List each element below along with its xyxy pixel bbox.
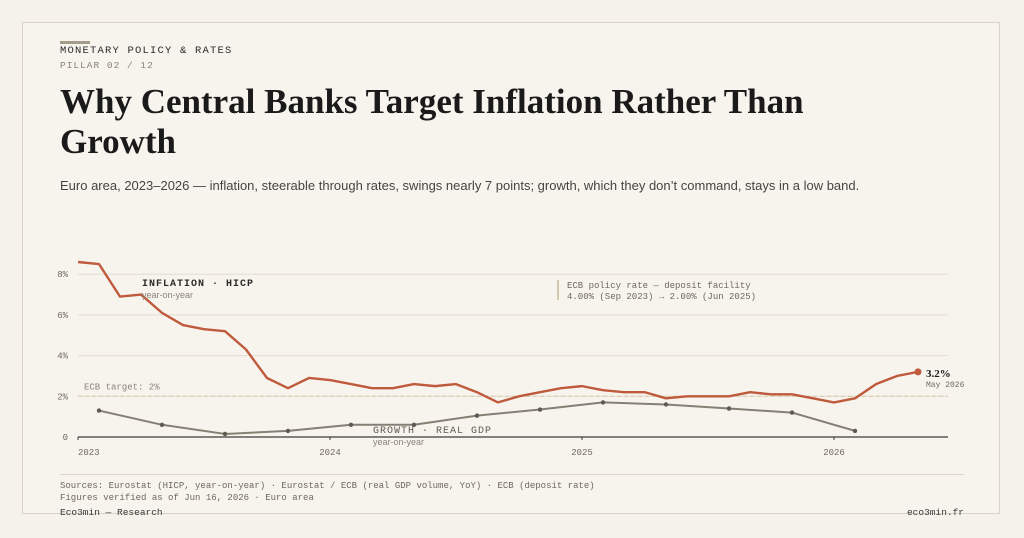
target-label: ECB target: 2% [84, 382, 160, 392]
x-tick-label: 2025 [571, 448, 593, 458]
brand-name: Eco3min — Research [60, 507, 163, 518]
growth-point [411, 422, 417, 427]
growth-point [600, 400, 606, 405]
inflation-series-label: INFLATION · HICP [142, 279, 254, 290]
page-subtitle: Euro area, 2023–2026 — inflation, steera… [60, 178, 860, 193]
y-tick-label: 2% [57, 392, 68, 402]
footer-sources: Sources: Eurostat (HICP, year-on-year) ·… [60, 480, 595, 504]
brand-link[interactable]: eco3min.fr [906, 507, 964, 518]
growth-point [222, 431, 228, 437]
x-tick-label: 2026 [823, 448, 845, 458]
growth-point [789, 410, 795, 415]
kicker: MONETARY POLICY & RATES [60, 45, 233, 57]
growth-point [726, 406, 732, 411]
annotation-line1: ECB policy rate — deposit facility [567, 281, 751, 291]
pillar-label: PILLAR 02 / 12 [60, 60, 154, 71]
inflation-end-value: 3.2% [926, 368, 951, 380]
inflation-series-line [77, 260, 919, 404]
annotation-line2: 4.00% (Sep 2023) → 2.00% (Jun 2025) [567, 292, 756, 302]
y-tick-label: 4% [57, 352, 68, 362]
footer-divider [60, 474, 964, 475]
growth-point [348, 422, 354, 427]
article-card [22, 22, 1000, 514]
inflation-end-date: May 2026 [926, 381, 965, 390]
growth-series-sublabel: year-on-year [373, 437, 424, 447]
x-tick-label: 2024 [319, 448, 341, 458]
x-tick-label: 2023 [78, 448, 100, 458]
inflation-end-point [914, 368, 922, 376]
y-tick-label: 0 [63, 433, 68, 443]
growth-point [852, 428, 858, 434]
growth-point [474, 413, 480, 418]
verified-text: Figures verified as of Jun 16, 2026 · Eu… [60, 493, 314, 503]
page-title: Why Central Banks Target Inflation Rathe… [60, 82, 804, 161]
growth-point [285, 428, 291, 434]
growth-point [159, 422, 165, 427]
growth-point [537, 407, 543, 412]
growth-series-label: GROWTH · REAL GDP [373, 426, 492, 437]
growth-point [663, 402, 669, 407]
y-tick-label: 6% [57, 311, 68, 321]
y-tick-label: 8% [57, 270, 68, 280]
sources-text: Sources: Eurostat (HICP, year-on-year) ·… [60, 481, 595, 491]
growth-point [96, 408, 102, 413]
inflation-series-sublabel: year-on-year [142, 290, 193, 300]
kicker-accent-rule [60, 41, 90, 44]
